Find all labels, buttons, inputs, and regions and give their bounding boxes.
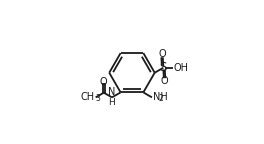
Text: O: O: [159, 49, 167, 59]
Text: S: S: [160, 61, 167, 74]
Text: 2: 2: [159, 94, 163, 103]
Text: OH: OH: [174, 63, 189, 73]
Text: O: O: [160, 76, 168, 86]
Text: H: H: [109, 98, 115, 107]
Text: 3: 3: [95, 94, 100, 103]
Text: NH: NH: [153, 92, 167, 102]
Text: N: N: [108, 87, 116, 96]
Text: O: O: [100, 77, 108, 87]
Text: CH: CH: [81, 92, 95, 102]
